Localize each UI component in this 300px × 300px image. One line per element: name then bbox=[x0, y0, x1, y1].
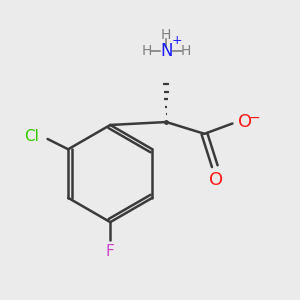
Text: +: + bbox=[171, 34, 182, 47]
Text: −: − bbox=[249, 111, 260, 125]
Text: H: H bbox=[161, 28, 171, 42]
Text: H: H bbox=[180, 44, 190, 58]
Text: N: N bbox=[160, 42, 172, 60]
Text: Cl: Cl bbox=[24, 128, 39, 143]
Text: O: O bbox=[209, 172, 223, 190]
Text: O: O bbox=[238, 113, 252, 131]
Text: H: H bbox=[142, 44, 152, 58]
Text: F: F bbox=[106, 244, 115, 259]
